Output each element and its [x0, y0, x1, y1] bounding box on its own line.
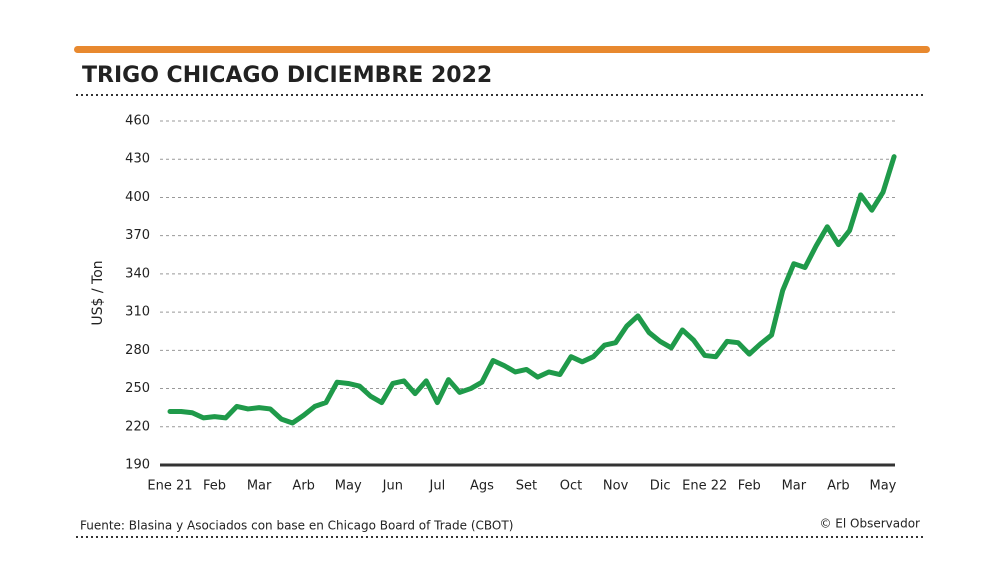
- chart-title: TRIGO CHICAGO DICIEMBRE 2022: [82, 63, 492, 88]
- y-tick-label: 220: [125, 419, 150, 434]
- x-tick-label: Nov: [603, 479, 629, 494]
- y-tick-label: 250: [125, 381, 150, 396]
- x-tick-label: Ene 22: [682, 479, 727, 494]
- x-tick-label: Dic: [650, 479, 671, 494]
- x-tick-label: Arb: [827, 479, 850, 494]
- x-tick-label: May: [870, 479, 897, 494]
- y-tick-label: 430: [125, 152, 150, 167]
- x-tick-label: Jun: [382, 479, 403, 494]
- y-tick-label: 190: [125, 458, 150, 473]
- x-tick-label: Arb: [292, 479, 315, 494]
- x-tick-label: Feb: [203, 479, 226, 494]
- top-bar: [74, 46, 930, 53]
- y-tick-label: 370: [125, 228, 150, 243]
- line-series: [167, 154, 897, 426]
- y-tick-label: 310: [125, 305, 150, 320]
- x-tick-label: Ags: [470, 479, 494, 494]
- y-tick-label: 400: [125, 190, 150, 205]
- y-axis-label: US$ / Ton: [90, 260, 106, 325]
- y-tick-label: 280: [125, 343, 150, 358]
- source: Fuente: Blasina y Asociados con base en …: [80, 519, 513, 533]
- x-tick-label: Set: [516, 479, 537, 494]
- credit: © El Observador: [819, 517, 920, 531]
- x-tick-label: May: [335, 479, 362, 494]
- y-tick-label: 340: [125, 266, 150, 281]
- x-tick-label: Jul: [429, 479, 446, 494]
- x-tick-label: Mar: [782, 479, 807, 494]
- x-tick-label: Ene 21: [147, 479, 192, 494]
- x-tick-label: Mar: [247, 479, 272, 494]
- x-tick-label: Feb: [738, 479, 761, 494]
- x-tick-label: Oct: [560, 479, 582, 494]
- y-tick-label: 460: [125, 114, 150, 129]
